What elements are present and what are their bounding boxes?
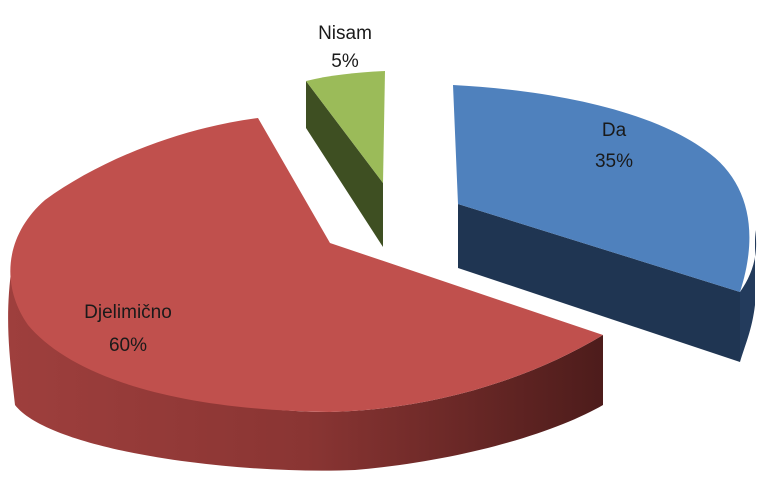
- slice-nisam-side: [306, 81, 383, 247]
- slice-djelimicno-top: [10, 118, 603, 412]
- label-da-name: Da: [602, 120, 627, 141]
- label-nisam-name: Nisam: [318, 23, 372, 44]
- slice-nisam: [306, 71, 385, 247]
- label-djelimicno-name: Djelimično: [84, 302, 172, 323]
- slice-da-top: [453, 85, 750, 292]
- slice-nisam-top: [306, 71, 385, 183]
- slice-da: [453, 85, 757, 362]
- slice-djelimicno: [8, 118, 604, 471]
- slice-da-side-inner: [458, 204, 740, 362]
- label-djelimicno-percent: 60%: [109, 335, 147, 356]
- slice-djelimicno-side: [8, 265, 604, 471]
- slice-da-side-outer: [740, 230, 757, 362]
- label-nisam-percent: 5%: [331, 51, 359, 72]
- label-da-percent: 35%: [595, 151, 633, 172]
